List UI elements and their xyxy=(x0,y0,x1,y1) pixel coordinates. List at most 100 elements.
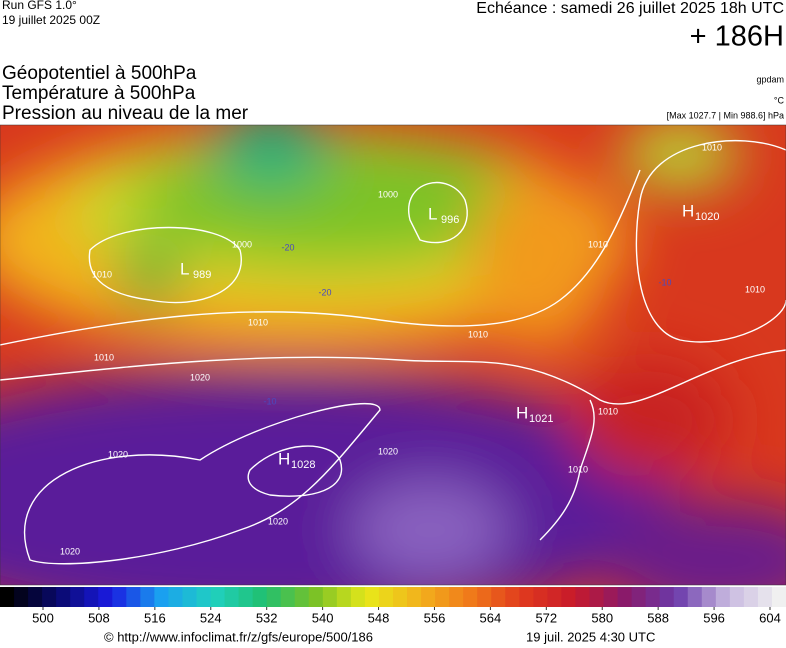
colorbar-tick-label: 516 xyxy=(144,610,166,625)
colorbar-swatch xyxy=(421,587,436,607)
colorbar-swatch xyxy=(322,587,338,607)
colorbar-swatch xyxy=(547,587,562,607)
isobar-label: 1000 xyxy=(232,239,252,249)
colorbar-tick-label: 564 xyxy=(480,610,502,625)
colorbar-tick-label: 588 xyxy=(647,610,669,625)
isobar xyxy=(0,349,786,405)
temperature-label: -20 xyxy=(281,242,294,252)
colorbar-swatch xyxy=(350,587,366,607)
colorbar-swatch xyxy=(477,587,492,607)
colorbar-swatch xyxy=(56,587,71,607)
colorbar-tick-label: 500 xyxy=(32,610,54,625)
colorbar-swatch xyxy=(407,587,422,607)
colorbar-swatch xyxy=(28,587,43,607)
pressure-symbol: L xyxy=(180,259,189,278)
isobar-label: 1000 xyxy=(378,189,398,199)
colorbar-tick-label: 540 xyxy=(312,610,334,625)
colorbar-swatch xyxy=(140,587,155,607)
colorbar-swatch xyxy=(687,587,703,607)
colorbar-tick-label: 524 xyxy=(200,610,222,625)
layer-unit: gpdam xyxy=(756,74,784,84)
pressure-value: 989 xyxy=(193,269,211,281)
map xyxy=(0,125,786,585)
colorbar-swatch xyxy=(238,587,254,607)
colorbar-swatch xyxy=(84,587,99,607)
colorbar-swatch xyxy=(294,587,310,607)
pressure-value: 1020 xyxy=(695,211,719,223)
colorbar-swatch xyxy=(757,587,773,607)
colorbar-tick-label: 596 xyxy=(703,610,725,625)
layer-label: Température à 500hPa xyxy=(2,83,196,104)
layer-unit: °C xyxy=(774,95,785,105)
pressure-value: 1028 xyxy=(291,459,315,471)
colorbar-swatch xyxy=(435,587,450,607)
colorbar-swatch xyxy=(336,587,352,607)
colorbar-tick-label: 508 xyxy=(88,610,110,625)
colorbar-tick-label: 556 xyxy=(424,610,446,625)
temperature-label: -10 xyxy=(263,396,276,406)
timestamp: 19 juil. 2025 4:30 UTC xyxy=(526,629,655,644)
temperature-label: -10 xyxy=(658,277,671,287)
colorbar-swatch xyxy=(575,587,590,607)
colorbar-swatch xyxy=(491,587,506,607)
colorbar-swatch xyxy=(645,587,661,607)
isobar-label: 1020 xyxy=(268,516,288,526)
colorbar-swatch xyxy=(603,587,619,607)
run-label: Run GFS 1.0° xyxy=(2,0,77,12)
colorbar: 500 508 516 524 532 540 548 556 564 572 580 588 596 6… xyxy=(0,587,786,625)
colorbar-swatch xyxy=(196,587,212,607)
colorbar-swatch xyxy=(154,587,169,607)
isobar-label: 1010 xyxy=(588,239,608,249)
layer-label: Géopotentiel à 500hPa xyxy=(2,63,197,84)
colorbar-swatch xyxy=(308,587,324,607)
colorbar-swatch xyxy=(112,587,127,607)
isobar-label: 1020 xyxy=(60,546,80,556)
isobar-label: 1010 xyxy=(248,317,268,327)
source-url: © http://www.infoclimat.fr/z/gfs/europe/… xyxy=(104,629,373,644)
colorbar-swatch xyxy=(701,587,717,607)
pressure-symbol: H xyxy=(278,449,290,468)
colorbar-swatch xyxy=(182,587,197,607)
isobar-label: 1010 xyxy=(568,464,588,474)
layer-label: Pression au niveau de la mer xyxy=(2,103,249,124)
isobar xyxy=(635,140,786,343)
colorbar-swatch xyxy=(224,587,240,607)
isobar-label: 1020 xyxy=(378,446,398,456)
isobar-label: 1010 xyxy=(94,352,114,362)
colorbar-swatch xyxy=(266,587,282,607)
temperature-label: -20 xyxy=(318,287,331,297)
lead-time: + 186H xyxy=(690,21,784,53)
colorbar-swatch xyxy=(617,587,633,607)
colorbar-swatch xyxy=(126,587,141,607)
colorbar-swatch xyxy=(0,587,15,607)
colorbar-swatch xyxy=(659,587,675,607)
colorbar-swatch xyxy=(631,587,647,607)
isobar-label: 1010 xyxy=(92,269,112,279)
colorbar-swatch xyxy=(449,587,464,607)
colorbar-swatch xyxy=(533,587,548,607)
pressure-symbol: L xyxy=(428,204,437,223)
colorbar-swatch xyxy=(673,587,689,607)
pressure-value: 996 xyxy=(441,214,459,226)
colorbar-swatch xyxy=(378,587,394,607)
isobar-label: 1020 xyxy=(108,449,128,459)
isobar-label: 1010 xyxy=(702,142,722,152)
colorbar-swatch xyxy=(14,587,29,607)
isobar-label: 1010 xyxy=(468,329,488,339)
run-date: 19 juillet 2025 00Z xyxy=(2,13,100,27)
colorbar-swatch xyxy=(280,587,296,607)
isobar-label: 1010 xyxy=(598,406,618,416)
colorbar-swatch xyxy=(364,587,380,607)
isobar xyxy=(88,226,242,304)
colorbar-tick-label: 572 xyxy=(535,610,557,625)
colorbar-swatch xyxy=(589,587,605,607)
isobar xyxy=(0,169,641,346)
colorbar-swatch xyxy=(98,587,113,607)
colorbar-swatch xyxy=(743,587,759,607)
map-frame xyxy=(0,124,786,586)
layer-unit: [Max 1027.7 | Min 988.6] hPa xyxy=(667,110,784,120)
colorbar-swatch xyxy=(42,587,57,607)
colorbar-tick-label: 532 xyxy=(256,610,278,625)
